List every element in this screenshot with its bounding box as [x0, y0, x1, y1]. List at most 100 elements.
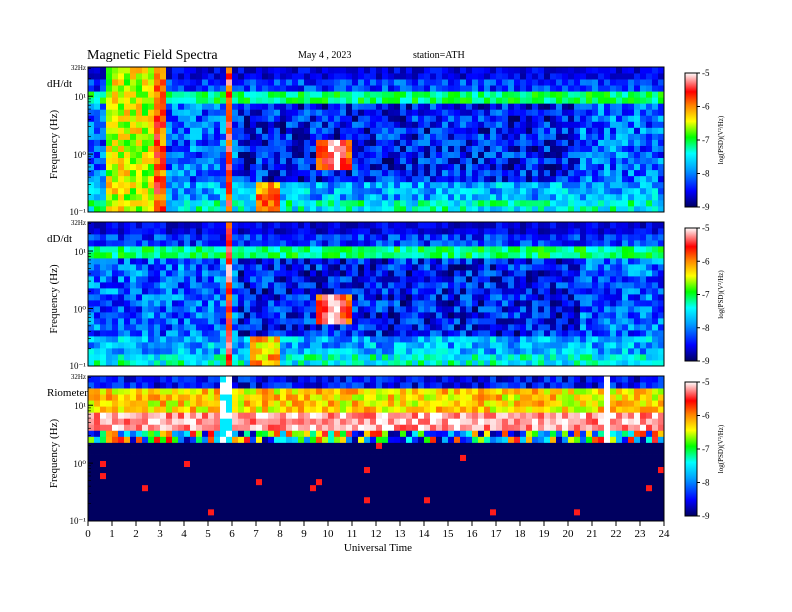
spectrogram-cell — [250, 67, 257, 74]
spectrogram-cell — [154, 312, 161, 319]
spectrogram-cell — [274, 181, 281, 189]
spectrogram-cell — [316, 222, 323, 229]
spectrogram-cell — [310, 127, 317, 134]
spectrogram-cell — [100, 448, 107, 455]
spectrogram-cell — [154, 181, 161, 189]
spectrogram-cell — [586, 300, 593, 307]
spectrogram-cell — [244, 79, 251, 86]
spectrogram-cell — [574, 324, 581, 331]
spectrogram-cell — [316, 228, 323, 235]
spectrogram-cell — [532, 121, 539, 128]
spectrogram-cell — [544, 258, 551, 265]
spectrogram-cell — [616, 336, 623, 343]
spectrogram-cell — [124, 97, 131, 104]
spectrogram-cell — [130, 187, 137, 195]
spectrogram-cell — [328, 270, 335, 277]
spectrogram-cell — [352, 222, 359, 229]
spectrogram-cell — [370, 222, 377, 229]
spectrogram-cell — [238, 318, 245, 325]
spectrogram-cell — [184, 222, 191, 229]
spectrogram-cell — [268, 109, 275, 116]
spectrogram-cell — [148, 460, 155, 468]
spectrogram-cell — [382, 133, 389, 140]
spectrogram-cell — [100, 193, 107, 201]
spectrogram-cell — [292, 97, 299, 104]
spectrogram-cell — [436, 121, 443, 128]
spectrogram-cell — [508, 342, 515, 349]
spectrogram-cell — [178, 354, 185, 361]
spectrogram-cell — [442, 121, 449, 128]
spectrogram-cell — [646, 264, 653, 271]
spectrogram-cell — [142, 318, 149, 325]
spectrogram-cell — [412, 187, 419, 195]
spectrogram-cell — [406, 246, 413, 253]
spectrogram-cell — [118, 103, 125, 110]
spectrogram-cell — [328, 199, 335, 207]
spectrogram-cell — [358, 246, 365, 253]
spectrogram-cell — [136, 294, 143, 301]
spectrogram-cell — [226, 205, 233, 213]
spectrogram-cell — [430, 348, 437, 355]
spectrogram-cell — [496, 300, 503, 307]
spectrogram-cell — [430, 133, 437, 140]
spectrogram-cell — [640, 324, 647, 331]
spectrogram-cell — [508, 199, 515, 207]
spectrogram-cell — [190, 67, 197, 74]
spectrogram-cell — [94, 360, 101, 367]
spectrogram-cell — [172, 169, 179, 177]
spectrogram-cell — [478, 222, 485, 229]
spectrogram-cell — [316, 300, 323, 307]
spectrogram-cell — [532, 312, 539, 319]
spectrogram-cell — [328, 252, 335, 259]
spectrogram-cell — [334, 175, 341, 183]
spectrogram-cell — [658, 157, 665, 165]
y-tick-label: 10¹ — [74, 247, 86, 257]
spectrogram-cell — [550, 97, 557, 104]
spectrogram-cell — [646, 330, 653, 337]
spectrogram-cell — [562, 288, 569, 295]
spectrogram-cell — [94, 115, 101, 122]
spectrogram-cell — [340, 175, 347, 183]
spectrogram-cell — [424, 187, 431, 195]
spectrogram-cell — [316, 205, 323, 213]
spectrogram-cell — [622, 264, 629, 271]
spectrogram-cell — [652, 103, 659, 110]
spectrogram-cell — [640, 169, 647, 177]
spectrogram-cell — [124, 187, 131, 195]
spectrogram-cell — [448, 228, 455, 235]
spectrogram-cell — [502, 354, 509, 361]
spectrogram-cell — [202, 258, 209, 265]
spectrogram-cell — [118, 127, 125, 134]
spectrogram-cell — [106, 300, 113, 307]
spectrogram-cell — [436, 360, 443, 367]
spectrogram-cell — [640, 276, 647, 283]
spectrogram-cell — [616, 187, 623, 195]
spectrogram-cell — [148, 436, 155, 443]
spectrogram-cell — [412, 354, 419, 361]
spectrogram-cell — [202, 145, 209, 152]
spectrogram-cell — [226, 246, 233, 253]
spectrogram-cell — [394, 121, 401, 128]
spectrogram-cell — [346, 294, 353, 301]
spectrogram-cell — [154, 318, 161, 325]
spectrogram-cell — [136, 388, 143, 395]
spectrogram-cell — [94, 91, 101, 98]
spectrogram-cell — [238, 85, 245, 92]
spectrogram-cell — [376, 139, 383, 146]
spectrogram-cell — [304, 234, 311, 241]
spectrogram-cell — [628, 193, 635, 201]
spectrogram-cell — [244, 73, 251, 80]
spectrogram-cell — [478, 187, 485, 195]
spectrogram-cell — [466, 193, 473, 201]
spectrogram-cell — [298, 151, 305, 159]
spectrogram-cell — [214, 252, 221, 259]
spectrogram-cell — [202, 103, 209, 110]
spectrogram-cell — [370, 276, 377, 283]
spectrogram-cell — [436, 169, 443, 177]
spectrogram-cell — [112, 187, 119, 195]
spectrogram-cell — [484, 79, 491, 86]
spectrogram-cell — [388, 300, 395, 307]
spectrogram-cell — [466, 85, 473, 92]
spectrogram-cell — [424, 73, 431, 80]
spectrogram-cell — [604, 300, 611, 307]
